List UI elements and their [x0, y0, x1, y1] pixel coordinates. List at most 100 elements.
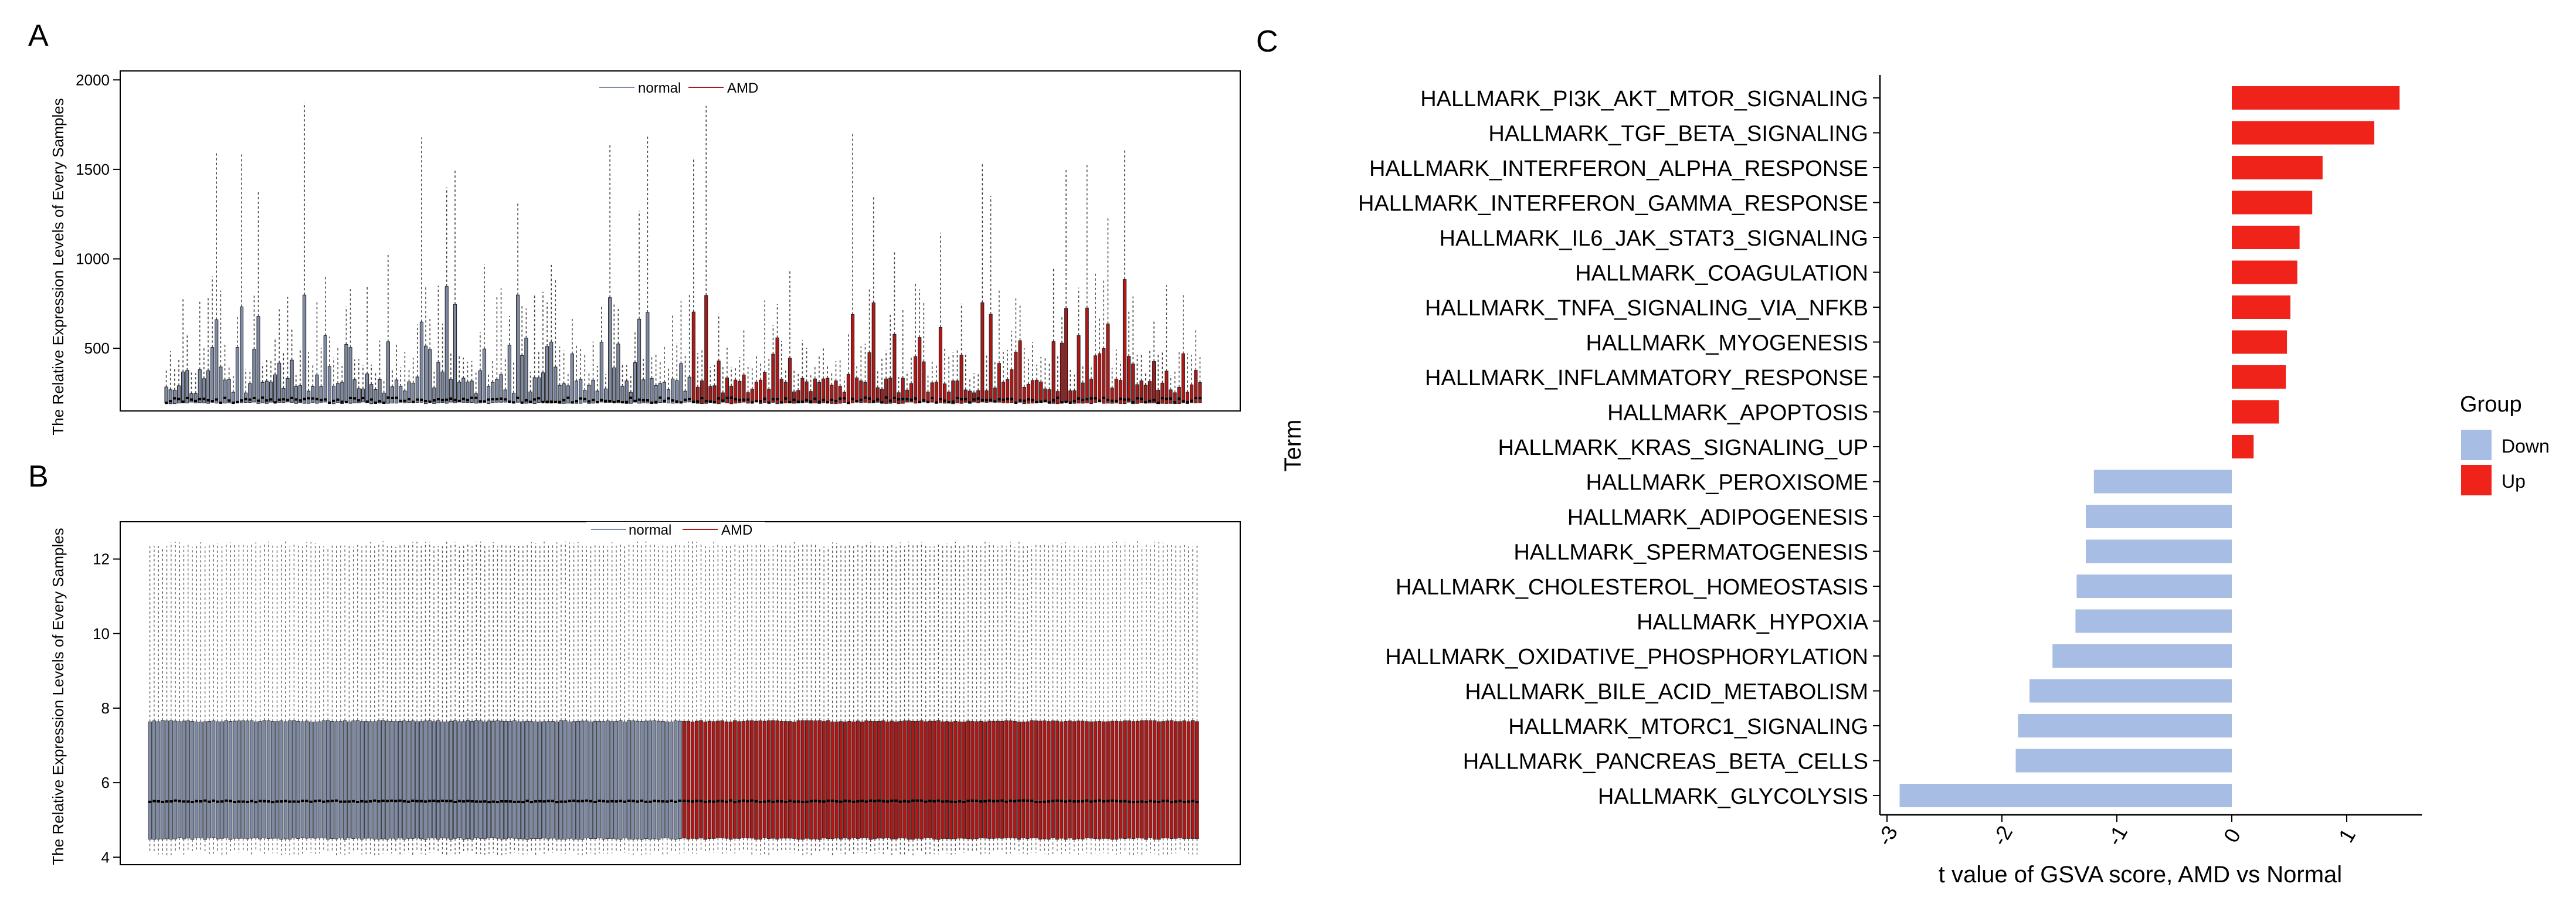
panel-a-box — [758, 379, 763, 404]
panel-a-box — [997, 363, 1001, 403]
panel-b-box — [830, 721, 834, 839]
panel-b-box — [1131, 721, 1136, 839]
panel-a-box — [637, 318, 642, 404]
panel-a-box — [750, 389, 754, 403]
panel-b-box — [508, 721, 513, 838]
panel-a-box — [369, 384, 374, 404]
panel-c-bar — [2232, 121, 2375, 145]
panel-a-box — [374, 389, 378, 403]
panel-a-box — [340, 382, 344, 404]
panel-c-category-labels: HALLMARK_PI3K_AKT_MTOR_SIGNALING HALLMARK… — [1358, 87, 1880, 809]
panel-b-box — [771, 720, 775, 839]
panel-b-box — [517, 721, 521, 839]
panel-b-box — [1123, 720, 1127, 839]
panel-c-category-label: HALLMARK_ADIPOGENESIS — [1567, 505, 1868, 530]
panel-b-box — [1127, 720, 1131, 839]
panel-c-category-label: HALLMARK_PEROXISOME — [1586, 471, 1868, 495]
panel-a-y-axis: 500 1000 1500 2000 — [76, 71, 120, 357]
panel-c-category-label: HALLMARK_APOPTOSIS — [1607, 401, 1868, 426]
panel-b-box — [656, 720, 661, 840]
panel-a-box — [934, 382, 938, 404]
panel-b-box — [809, 720, 813, 839]
panel-a-box — [918, 337, 922, 403]
panel-c-category-label: HALLMARK_CHOLESTEROL_HOMEOSTASIS — [1396, 575, 1868, 600]
panel-b-legend: normal AMD — [586, 522, 765, 538]
panel-a-box — [654, 385, 658, 404]
panel-b-box — [1008, 720, 1013, 838]
panel-b-box — [1021, 721, 1026, 838]
panel-c-legend-down-label: Down — [2502, 436, 2550, 457]
panel-a-box — [503, 389, 507, 403]
panel-a-box — [963, 389, 968, 403]
panel-a-box — [1081, 382, 1085, 404]
panel-a-box — [871, 302, 875, 403]
panel-a-box — [440, 371, 444, 403]
panel-b-box — [173, 720, 178, 839]
panel-a-box — [721, 392, 725, 403]
panel-a-box — [164, 386, 168, 403]
panel-a-box — [1030, 380, 1035, 404]
panel-b-box — [932, 720, 936, 839]
panel-b-box — [330, 720, 334, 839]
panel-c-letter: C — [1256, 25, 1278, 59]
panel-b-box — [385, 720, 389, 840]
panel-b-box — [864, 720, 868, 838]
panel-c-y-axis-title: Term — [1280, 420, 1306, 472]
panel-b-box — [737, 721, 741, 839]
panel-b-box — [474, 720, 478, 838]
panel-b-box — [610, 721, 614, 839]
panel-b-box — [987, 720, 992, 839]
panel-b-box — [525, 720, 530, 840]
panel-a-box — [1093, 355, 1098, 403]
panel-b-box — [754, 720, 758, 840]
panel-a-box — [436, 362, 440, 403]
panel-a-box — [587, 385, 591, 404]
panel-a-box — [532, 377, 537, 404]
panel-a-box — [955, 380, 959, 403]
panel-a-box — [792, 391, 796, 404]
panel-b-box — [953, 720, 958, 839]
panel-a-box — [1148, 381, 1152, 404]
panel-a-box — [687, 376, 691, 403]
panel-b-box — [461, 721, 466, 840]
panel-a-box — [386, 341, 390, 404]
panel-a-box — [357, 388, 361, 403]
panel-b-box — [1135, 720, 1140, 838]
panel-a-box — [875, 387, 880, 403]
panel-b-box — [249, 720, 254, 839]
panel-a-y-axis-label: The Relative Expression Levels of Every … — [49, 98, 67, 435]
panel-b-box — [419, 721, 423, 839]
panel-a-box — [541, 372, 545, 403]
panel-b-box — [161, 720, 165, 839]
panel-b-box — [258, 721, 262, 839]
panel-a-box — [989, 314, 993, 403]
panel-b-box — [996, 720, 1000, 839]
panel-b-box — [440, 721, 444, 838]
panel-b-box — [359, 721, 364, 839]
panel-a-box — [1139, 380, 1143, 403]
panel-a-box — [738, 381, 742, 403]
panel-b-box — [555, 721, 559, 839]
panel-a-box — [1060, 342, 1064, 403]
panel-a-box — [650, 378, 654, 404]
panel-a-box — [646, 312, 650, 404]
panel-a-box — [315, 375, 319, 404]
panel-c-category-label: HALLMARK_GLYCOLYSIS — [1598, 784, 1868, 809]
panel-b-box — [169, 720, 174, 839]
panel-b-box — [992, 720, 996, 839]
panel-c-category-label: HALLMARK_HYPOXIA — [1637, 610, 1869, 635]
panel-c-bar — [2052, 644, 2232, 668]
panel-a-box — [1085, 307, 1089, 403]
panel-b-box — [393, 721, 398, 839]
panel-b-box — [262, 720, 267, 838]
panel-c-category-label: HALLMARK_INTERFERON_ALPHA_RESPONSE — [1369, 157, 1868, 181]
panel-b-box — [1190, 720, 1195, 839]
panel-a-box — [344, 344, 348, 403]
panel-c-bar — [2232, 86, 2400, 110]
panel-b-box — [237, 720, 241, 839]
panel-b-box — [165, 720, 169, 839]
panel-a-box — [642, 379, 646, 403]
panel-b-box — [254, 721, 258, 838]
panel-b-box — [453, 720, 457, 839]
panel-a-box — [444, 286, 449, 404]
